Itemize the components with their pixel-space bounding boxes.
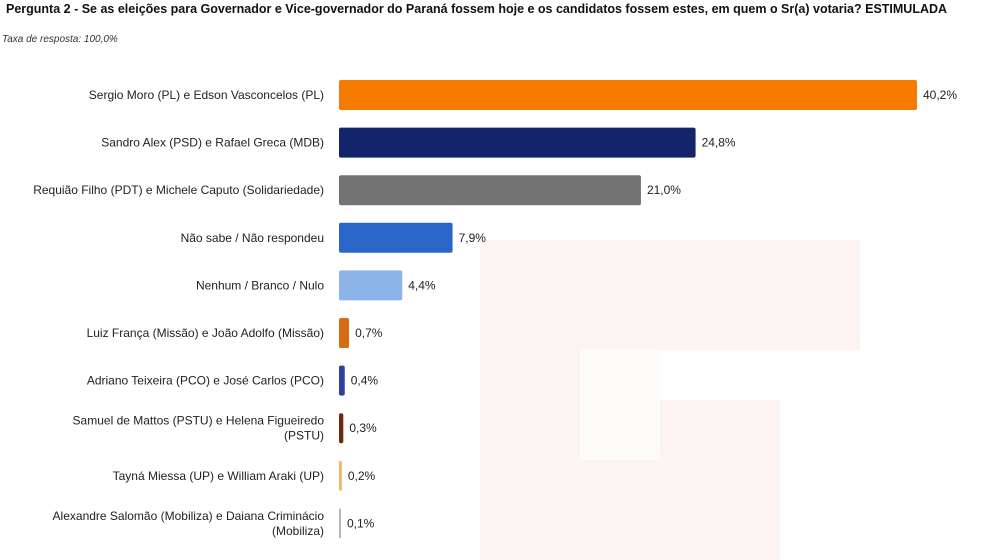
value-label-7: 0,3% <box>349 421 377 435</box>
bar-5 <box>339 318 350 348</box>
category-label-8: Tayná Miessa (UP) e William Araki (UP) <box>113 469 324 483</box>
bar-9 <box>339 508 341 539</box>
category-label-1: Sandro Alex (PSD) e Rafael Greca (MDB) <box>101 136 324 150</box>
bar-3 <box>339 222 453 253</box>
category-label-6: Adriano Teixeira (PCO) e José Carlos (PC… <box>87 374 324 388</box>
category-label-7: Samuel de Mattos (PSTU) e Helena Figueir… <box>73 414 325 443</box>
bar-8 <box>339 460 342 491</box>
value-label-0: 40,2% <box>923 88 957 102</box>
value-label-3: 7,9% <box>459 231 487 245</box>
category-label-3: Não sabe / Não respondeu <box>181 231 324 245</box>
bar-7 <box>339 413 344 444</box>
category-label-2: Requião Filho (PDT) e Michele Caputo (So… <box>33 183 324 197</box>
value-label-2: 21,0% <box>647 183 681 197</box>
chart-title: Pergunta 2 - Se as eleições para Governa… <box>6 2 948 16</box>
category-label-0: Sergio Moro (PL) e Edson Vasconcelos (PL… <box>89 88 324 102</box>
category-label-5: Luiz França (Missão) e João Adolfo (Miss… <box>87 326 324 340</box>
bar-6 <box>339 365 345 396</box>
value-label-9: 0,1% <box>347 516 375 530</box>
chart-subtitle: Taxa de resposta: 100,0% <box>2 34 118 45</box>
value-label-1: 24,8% <box>702 136 736 150</box>
value-label-5: 0,7% <box>355 326 383 340</box>
category-label-9: Alexandre Salomão (Mobiliza) e Daiana Cr… <box>53 509 325 538</box>
bar-4 <box>339 270 403 301</box>
bar-1 <box>339 127 696 158</box>
category-label-4: Nenhum / Branco / Nulo <box>196 278 324 292</box>
value-label-6: 0,4% <box>351 374 379 388</box>
bar-2 <box>339 175 641 206</box>
value-label-8: 0,2% <box>348 469 376 483</box>
bar-0 <box>339 80 917 110</box>
value-label-4: 4,4% <box>408 278 436 292</box>
